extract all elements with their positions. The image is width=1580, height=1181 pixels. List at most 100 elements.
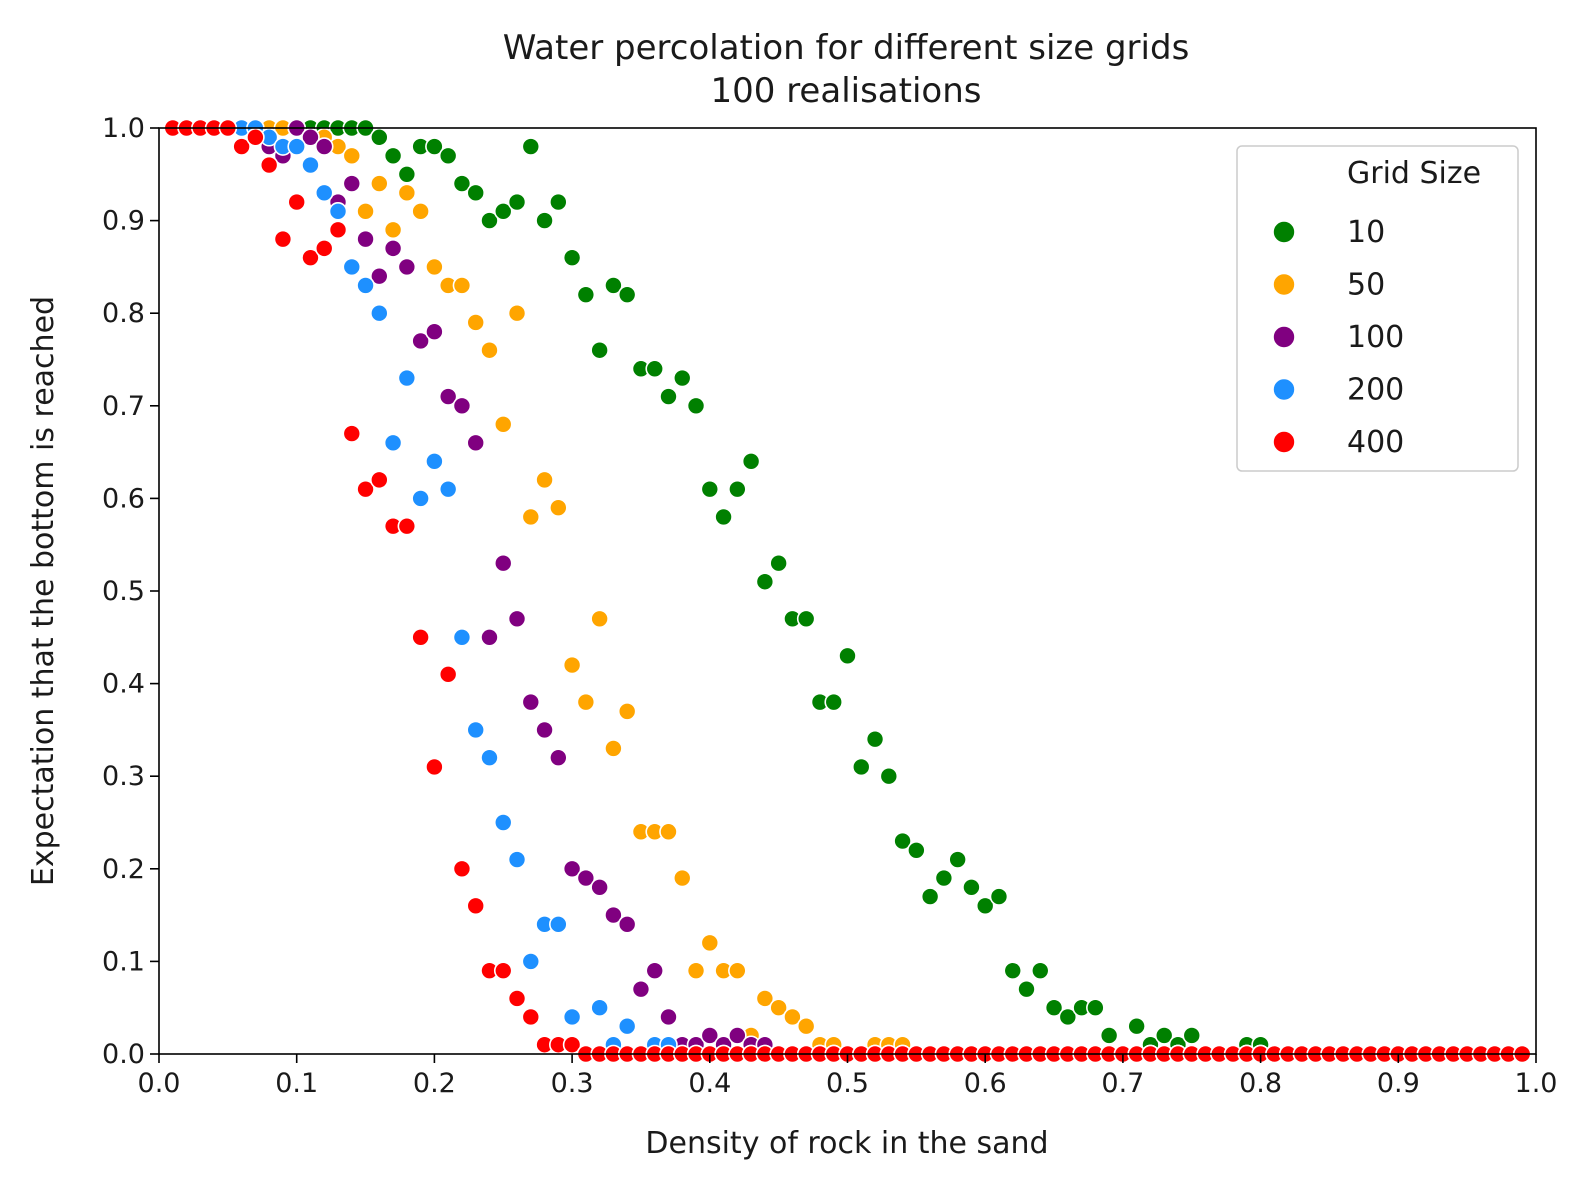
y-tick-label: 0.0 <box>102 1039 145 1070</box>
data-point <box>493 813 513 832</box>
data-point <box>549 498 568 517</box>
data-point <box>287 192 307 212</box>
data-point <box>562 248 582 267</box>
x-tick-label: 0.6 <box>964 1068 1007 1099</box>
data-point <box>1182 1026 1202 1045</box>
x-tick-label: 0.9 <box>1377 1068 1420 1099</box>
x-tick-label: 0.4 <box>688 1068 731 1099</box>
data-point <box>1017 979 1036 999</box>
data-point <box>590 609 609 629</box>
data-point <box>452 276 472 295</box>
data-point <box>1086 998 1105 1018</box>
data-point <box>617 285 637 304</box>
x-tick-label: 0.3 <box>551 1068 594 1099</box>
data-point <box>342 257 362 277</box>
data-point <box>425 257 444 277</box>
data-point <box>521 1007 541 1027</box>
data-point <box>590 998 609 1018</box>
data-point <box>645 359 665 379</box>
data-point <box>521 952 541 971</box>
y-tick-label: 0.4 <box>102 669 145 700</box>
data-point <box>645 961 665 980</box>
data-point <box>425 757 444 777</box>
y-tick-label: 0.2 <box>102 854 145 885</box>
data-point <box>411 202 430 221</box>
data-point <box>962 878 981 897</box>
data-point <box>507 303 527 323</box>
y-tick-label: 0.5 <box>102 576 145 607</box>
data-point <box>425 322 444 342</box>
data-point <box>1154 1026 1174 1045</box>
data-point <box>466 720 486 740</box>
data-point <box>246 127 265 147</box>
data-point <box>356 202 375 221</box>
data-point <box>342 174 362 193</box>
data-point <box>397 516 417 536</box>
y-tick-label: 1.0 <box>102 113 145 144</box>
y-tick-label: 0.3 <box>102 761 145 792</box>
data-point <box>631 979 651 999</box>
data-point <box>370 174 389 193</box>
data-point <box>700 933 720 953</box>
data-point <box>920 887 940 906</box>
data-point <box>562 1007 582 1027</box>
data-point <box>411 627 430 647</box>
data-point <box>521 507 541 527</box>
data-point <box>604 905 623 925</box>
chart-subtitle: 100 realisations <box>711 71 982 111</box>
data-point <box>1099 1026 1119 1045</box>
legend-marker <box>1272 377 1296 402</box>
x-tick-label: 0.2 <box>413 1068 456 1099</box>
data-point <box>576 692 596 712</box>
data-point <box>356 229 375 249</box>
x-tick-label: 0.7 <box>1101 1068 1144 1099</box>
data-point <box>728 479 747 499</box>
data-point <box>576 868 596 888</box>
x-tick-label: 0.0 <box>138 1068 181 1099</box>
data-point <box>301 248 320 267</box>
data-point <box>879 766 899 786</box>
data-point <box>535 211 554 230</box>
data-point <box>755 989 775 1008</box>
data-point <box>452 859 472 879</box>
data-point <box>590 878 609 897</box>
data-point <box>411 489 430 508</box>
data-point <box>535 470 554 490</box>
data-point <box>438 146 458 166</box>
data-point <box>590 340 609 360</box>
y-tick-label: 0.6 <box>102 483 145 514</box>
data-point <box>342 146 362 166</box>
legend-label: 200 <box>1347 373 1404 408</box>
data-point <box>934 868 954 888</box>
y-axis: 0.0 0.1 0.2 0.3 0.4 0.5 0.6 0.7 0.8 0.9 1.0 <box>102 113 159 1070</box>
y-tick-label: 0.8 <box>102 298 145 329</box>
x-axis: 0.0 0.1 0.2 0.3 0.4 0.5 0.6 0.7 0.8 0.9 1.0 <box>138 1054 1558 1099</box>
data-point <box>356 479 375 499</box>
y-tick-label: 0.9 <box>102 206 145 237</box>
data-point <box>356 276 375 295</box>
data-point <box>1127 1016 1146 1036</box>
data-point <box>604 276 623 295</box>
legend-label: 400 <box>1347 425 1404 460</box>
data-point <box>425 137 444 156</box>
data-point <box>948 850 967 869</box>
data-point <box>259 155 279 175</box>
legend-marker <box>1272 325 1296 349</box>
data-point <box>617 702 637 721</box>
legend-label: 100 <box>1347 320 1404 355</box>
data-point <box>796 1016 816 1036</box>
data-point <box>273 229 293 249</box>
data-point <box>521 692 541 712</box>
data-point <box>480 627 499 647</box>
data-point <box>1044 998 1064 1018</box>
data-point <box>783 1007 802 1027</box>
data-point <box>370 470 389 490</box>
data-point <box>493 415 513 434</box>
data-point <box>851 757 871 777</box>
x-tick-label: 1.0 <box>1515 1068 1558 1099</box>
legend-marker <box>1272 272 1296 297</box>
data-point <box>480 340 499 360</box>
data-point <box>480 748 499 767</box>
data-point <box>342 424 362 443</box>
data-point <box>714 507 733 527</box>
